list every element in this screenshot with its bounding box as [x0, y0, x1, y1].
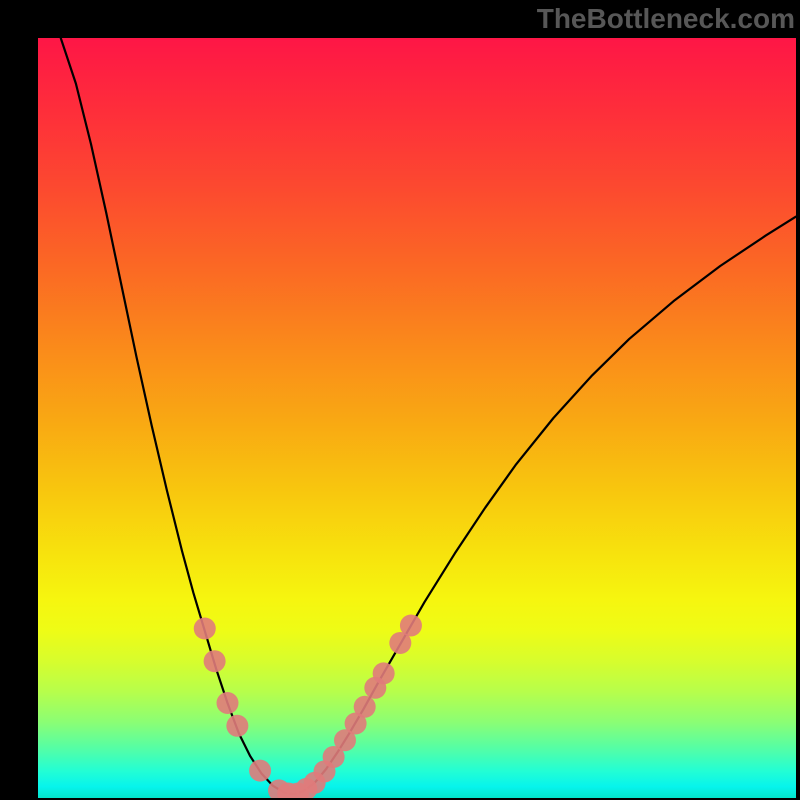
- data-marker: [400, 614, 422, 636]
- data-marker: [226, 715, 248, 737]
- plot-background: [38, 38, 796, 798]
- data-marker: [217, 692, 239, 714]
- data-marker: [194, 618, 216, 640]
- data-marker: [373, 662, 395, 684]
- data-marker: [249, 760, 271, 782]
- plot-area: [38, 38, 796, 798]
- watermark-text: TheBottleneck.com: [537, 3, 795, 35]
- data-marker: [354, 696, 376, 718]
- chart-container: TheBottleneck.com: [0, 0, 800, 800]
- data-marker: [204, 650, 226, 672]
